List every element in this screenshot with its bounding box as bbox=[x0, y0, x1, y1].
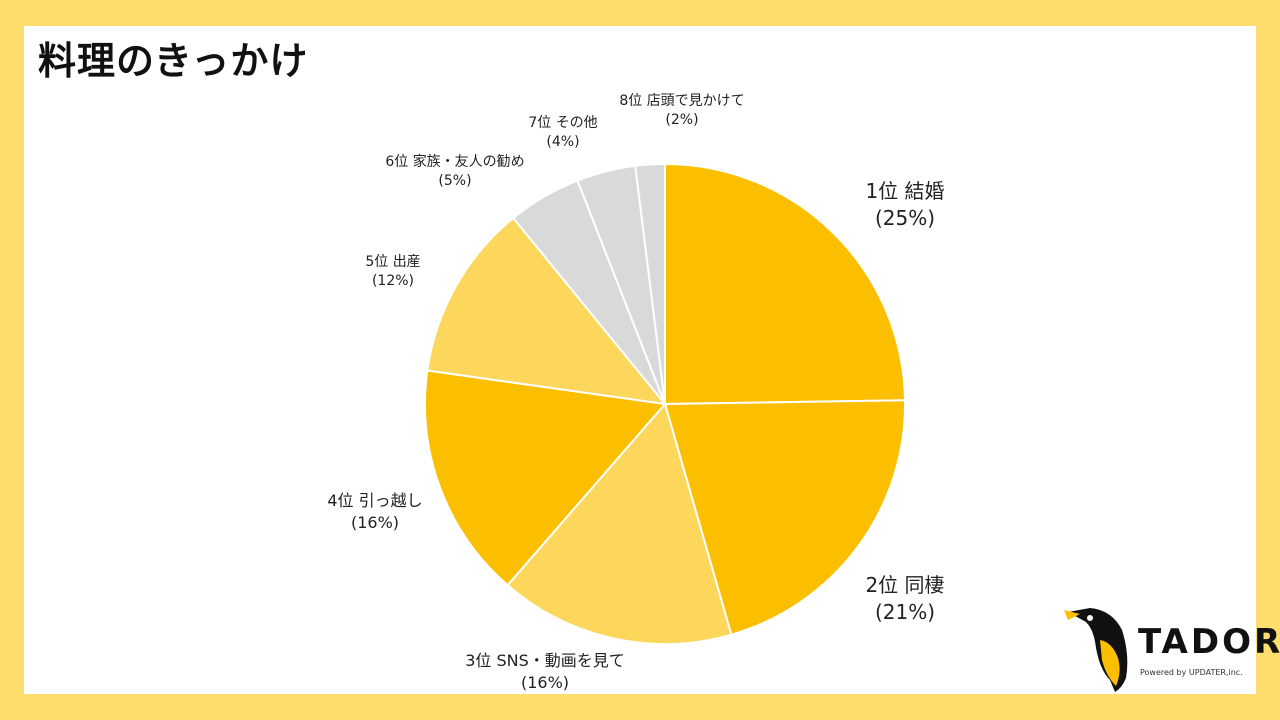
logo-brand-text: TADORi bbox=[1138, 622, 1280, 662]
chart-title: 料理のきっかけ bbox=[38, 39, 309, 83]
pie-slice-8 bbox=[634, 162, 666, 405]
tadori-bird-logo-icon bbox=[1064, 608, 1128, 692]
pie-slice-5 bbox=[426, 216, 668, 406]
pie-slice-2 bbox=[663, 399, 906, 636]
pie-slice-1 bbox=[664, 162, 906, 406]
logo-sub-text: Powered by UPDATER,inc. bbox=[1140, 668, 1243, 677]
slice-label-2: 2位 同棲 (21%) bbox=[865, 573, 945, 624]
slice-label-4: 4位 引っ越し (16%) bbox=[327, 491, 423, 532]
pie-slice-3 bbox=[506, 401, 733, 645]
slice-label-1: 1位 結婚 (25%) bbox=[865, 179, 945, 230]
slice-label-8: 8位 店頭で見かけて (2%) bbox=[619, 93, 745, 128]
slice-label-6: 6位 家族・友人の勧め (5%) bbox=[385, 154, 525, 189]
slice-label-7: 7位 その他 (4%) bbox=[528, 115, 598, 150]
slice-label-3: 3位 SNS・動画を見て (16%) bbox=[465, 651, 625, 692]
pie-slice-4 bbox=[424, 369, 667, 587]
slice-label-5: 5位 出産 (12%) bbox=[365, 254, 421, 289]
